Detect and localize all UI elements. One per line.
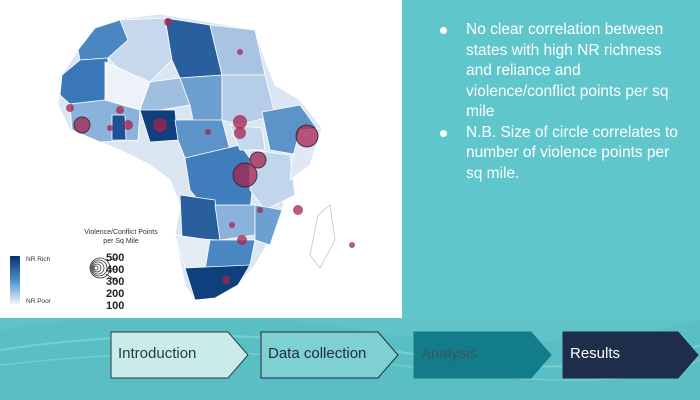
country-mozambique [254,204,283,246]
step-data-collection-shape [260,331,399,379]
size-label: 300 [106,276,125,288]
bubble-point [66,104,74,112]
bubble-point [250,152,266,168]
bullet-item: N.B. Size of circle correlates to number… [436,123,686,185]
bubble-point [123,120,133,130]
step-analysis[interactable]: Analysis [421,345,477,362]
bubble-point [74,117,90,133]
bullet-dot-icon [440,27,447,34]
size-label: 200 [106,288,125,300]
size-label: 100 [106,300,125,312]
country-angola [179,194,221,241]
bubble-point [222,276,230,284]
bubble-point [296,125,318,147]
country-south-africa [184,264,251,301]
country-mauritania [59,57,109,105]
step-introduction-shape [110,331,249,379]
bubble-point [234,127,246,139]
bubble-point [293,205,303,215]
country-namibia [174,234,211,271]
bubble-size-legend [89,257,119,283]
africa-choropleth-map: Violence/Conflict Points per Sq Mile 500… [0,0,402,318]
step-analysis-shape [413,331,552,379]
bubble-point [116,106,124,114]
bubble-point [164,18,172,26]
africa-map-graphic [57,13,355,301]
bubble-point [349,242,355,248]
colorbar-label-top: NR Rich [26,256,51,263]
bubble-point [237,235,247,245]
bullet-dot-icon [440,129,447,137]
violence-bubbles [66,18,355,284]
country-ghana [111,114,127,141]
legend-title: Violence/Conflict Points per Sq Mile [84,229,158,245]
step-results-shape [562,331,699,379]
nr-colorbar [10,256,20,304]
bubble-point [205,129,211,135]
size-label: 500 [106,252,125,264]
colorbar-label-bottom: NR Poor [26,298,51,305]
step-introduction[interactable]: Introduction [118,345,197,362]
bubble-point [107,125,113,131]
bubble-point [233,115,247,129]
step-data-collection[interactable]: Data collection [268,345,367,362]
findings-bullet-list: No clear correlation between states with… [436,20,686,184]
bubble-point [237,49,243,55]
country-niger [139,77,191,113]
bubble-point [257,207,263,213]
country-madagascar [309,204,336,269]
bullet-item: No clear correlation between states with… [436,20,686,123]
bubble-point [233,163,257,187]
country-zambia [214,204,256,241]
size-label: 400 [106,264,125,276]
step-results[interactable]: Results [570,345,621,362]
bubble-point [153,118,167,132]
bubble-point [229,222,235,228]
